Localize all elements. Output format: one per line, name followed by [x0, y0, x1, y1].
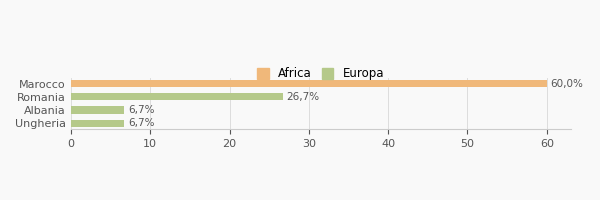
- Legend: Africa, Europa: Africa, Europa: [254, 64, 388, 84]
- Text: 6,7%: 6,7%: [128, 118, 154, 128]
- Bar: [71, 106, 124, 114]
- Bar: [71, 93, 283, 100]
- Text: 26,7%: 26,7%: [287, 92, 320, 102]
- Bar: [71, 80, 547, 87]
- Text: 60,0%: 60,0%: [551, 79, 584, 89]
- Bar: [71, 120, 124, 127]
- Text: 6,7%: 6,7%: [128, 105, 154, 115]
